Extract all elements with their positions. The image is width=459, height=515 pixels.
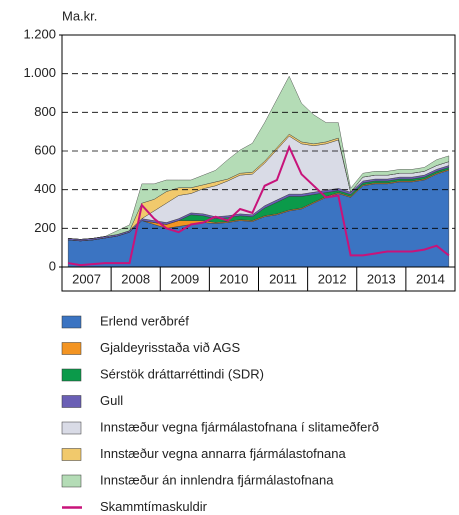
legend-label: Innstæður án innlendra fjármálastofnana	[100, 472, 334, 487]
area	[68, 75, 450, 240]
legend-swatch	[61, 421, 82, 435]
legend-swatch	[61, 368, 82, 382]
x-tick-label: 2010	[219, 271, 248, 286]
y-tick-label: 1.000	[23, 65, 56, 80]
legend-swatch	[61, 342, 82, 355]
legend-label: Sérstök dráttarréttindi (SDR)	[100, 366, 264, 381]
legend-label: Erlend verðbréf	[100, 313, 189, 328]
legend-swatch	[61, 395, 82, 408]
y-tick-label: 200	[34, 220, 56, 235]
y-tick-label: 800	[34, 104, 56, 119]
legend-label: Skammtímaskuldir	[100, 499, 208, 514]
legend-label: Gjaldeyrisstaða við AGS	[100, 340, 241, 355]
y-axis-label: Ma.kr.	[62, 8, 97, 23]
x-tick-label: 2009	[170, 271, 199, 286]
legend-swatch	[61, 315, 82, 329]
legend-swatch	[61, 474, 82, 488]
y-tick-label: 600	[34, 142, 56, 157]
legend-label: Innstæður vegna fjármálastofnana í slita…	[100, 419, 379, 434]
x-tick-label: 2008	[121, 271, 150, 286]
line	[67, 144, 450, 267]
x-tick-label: 2012	[318, 271, 347, 286]
y-tick-label: 1.200	[23, 26, 56, 41]
x-tick-label: 2013	[367, 271, 396, 286]
legend-label: Innstæður vegna annarra fjármálastofnana	[100, 446, 346, 461]
legend-swatch	[61, 448, 82, 461]
legend-label: Gull	[100, 393, 123, 408]
y-tick-label: 0	[49, 258, 56, 273]
x-tick-label: 2007	[72, 271, 101, 286]
y-tick-label: 400	[34, 181, 56, 196]
x-tick-label: 2014	[416, 271, 445, 286]
x-tick-label: 2011	[269, 271, 297, 286]
